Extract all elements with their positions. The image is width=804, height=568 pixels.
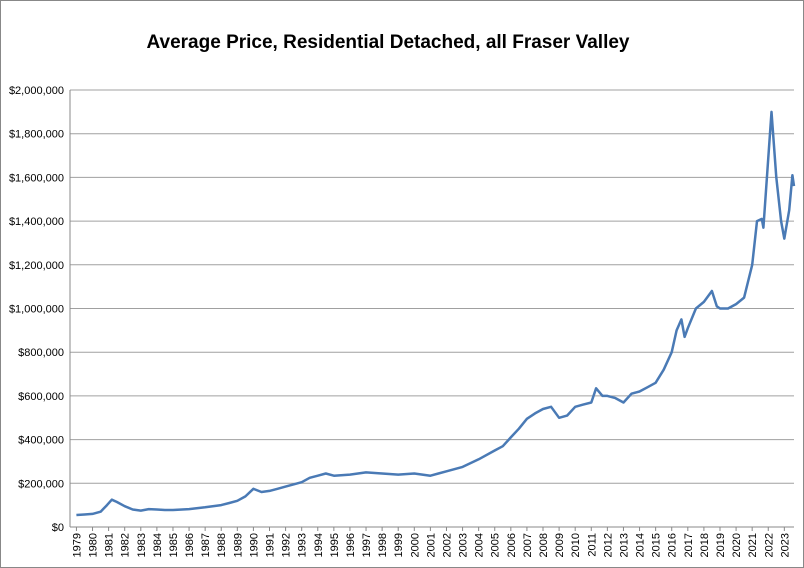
x-tick-label: 1988 [216, 533, 228, 557]
x-tick-label: 1986 [184, 533, 196, 557]
x-tick-label: 2013 [618, 533, 630, 557]
x-tick-label: 1992 [281, 533, 293, 557]
x-tick-label: 1983 [136, 533, 148, 557]
x-tick-label: 2022 [763, 533, 775, 557]
x-tick-label: 2012 [602, 533, 614, 557]
x-tick-label: 2023 [779, 533, 791, 557]
x-tick-label: 1997 [361, 533, 373, 557]
x-tick-label: 2011 [586, 533, 598, 557]
x-tick-label: 2018 [699, 533, 711, 557]
x-tick-label: 1994 [313, 533, 325, 557]
x-tick-label: 2020 [731, 533, 743, 557]
y-tick-label: $1,800,000 [9, 129, 64, 141]
y-tick-label: $400,000 [18, 435, 64, 447]
x-tick-label: 1990 [248, 533, 260, 557]
x-tick-label: 2009 [554, 533, 566, 557]
x-tick-label: 2015 [651, 533, 663, 557]
y-tick-label: $1,000,000 [9, 304, 64, 316]
x-tick-label: 1987 [200, 533, 212, 557]
x-tick-label: 1991 [265, 533, 277, 557]
x-tick-label: 2002 [441, 533, 453, 557]
x-tick-label: 1979 [71, 533, 83, 557]
y-tick-label: $800,000 [18, 347, 64, 359]
x-tick-label: 1993 [297, 533, 309, 557]
x-tick-label: 2016 [667, 533, 679, 557]
x-tick-label: 2000 [409, 533, 421, 557]
x-tick-label: 1996 [345, 533, 357, 557]
x-tick-label: 1982 [120, 533, 132, 557]
x-tick-label: 1998 [377, 533, 389, 557]
x-tick-label: 2006 [506, 533, 518, 557]
x-tick-label: 2019 [715, 533, 727, 557]
y-tick-label: $2,000,000 [9, 85, 64, 97]
x-tick-label: 2003 [458, 533, 470, 557]
x-tick-label: 1980 [88, 533, 100, 557]
x-tick-label: 2008 [538, 533, 550, 557]
x-tick-label: 2010 [570, 533, 582, 557]
x-tick-label: 2014 [635, 533, 647, 557]
x-tick-label: 1999 [393, 533, 405, 557]
x-tick-label: 2004 [474, 533, 486, 557]
chart-title: Average Price, Residential Detached, all… [147, 32, 630, 53]
x-tick-label: 1984 [152, 533, 164, 557]
x-tick-label: 1981 [104, 533, 116, 557]
x-tick-label: 2007 [522, 533, 534, 557]
x-tick-label: 1995 [329, 533, 341, 557]
y-tick-label: $1,200,000 [9, 260, 64, 272]
y-tick-label: $1,400,000 [9, 216, 64, 228]
x-tick-label: 2005 [490, 533, 502, 557]
y-tick-label: $1,600,000 [9, 172, 64, 184]
x-tick-label: 2021 [747, 533, 759, 557]
x-tick-label: 2017 [683, 533, 695, 557]
price-line [76, 110, 796, 517]
x-tick-label: 1989 [232, 533, 244, 557]
y-tick-label: $600,000 [18, 391, 64, 403]
x-tick-label: 1985 [168, 533, 180, 557]
y-tick-label: $0 [52, 522, 64, 534]
y-tick-label: $200,000 [18, 478, 64, 490]
x-tick-label: 2001 [425, 533, 437, 557]
